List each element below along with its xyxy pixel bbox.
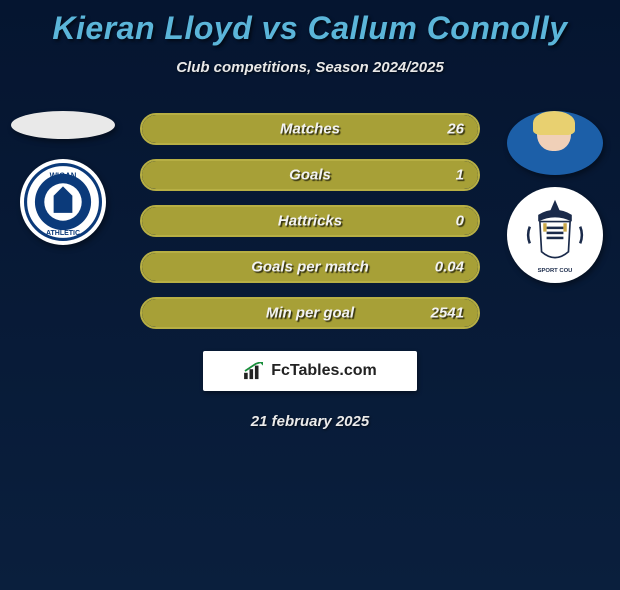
page-title: Kieran Lloyd vs Callum Connolly <box>0 10 620 47</box>
stat-bar: Goals per match 0.04 <box>140 251 480 283</box>
stat-value-right: 1 <box>456 167 464 184</box>
comparison-content: WIGAN ATHLETIC SPORT COU Matche <box>0 111 620 329</box>
stat-bar: Hattricks 0 <box>140 205 480 237</box>
player-right-avatar <box>507 111 603 175</box>
right-player-column: SPORT COU <box>500 111 610 283</box>
stat-bar: Min per goal 2541 <box>140 297 480 329</box>
wigan-badge-icon: WIGAN ATHLETIC <box>24 163 102 241</box>
stat-label: Min per goal <box>266 305 354 322</box>
player-right-club-badge: SPORT COU <box>507 187 603 283</box>
brand-badge: FcTables.com <box>203 351 417 391</box>
stat-bars: Matches 26 Goals 1 Hattricks 0 Goals per match… <box>140 111 480 329</box>
stat-label: Goals per match <box>251 259 369 276</box>
stat-value-right: 0 <box>456 213 464 230</box>
stockport-badge-icon: SPORT COU <box>513 193 597 277</box>
player-left-avatar <box>11 111 115 139</box>
subtitle: Club competitions, Season 2024/2025 <box>0 59 620 76</box>
left-player-column: WIGAN ATHLETIC <box>8 111 118 245</box>
brand-text: FcTables.com <box>271 362 377 380</box>
svg-text:ATHLETIC: ATHLETIC <box>46 230 80 237</box>
brand-chart-icon <box>243 362 265 380</box>
stat-label: Hattricks <box>278 213 342 230</box>
stat-bar: Matches 26 <box>140 113 480 145</box>
svg-text:WIGAN: WIGAN <box>50 172 77 181</box>
svg-text:SPORT COU: SPORT COU <box>538 268 573 274</box>
stat-bar: Goals 1 <box>140 159 480 191</box>
stat-label: Goals <box>289 167 331 184</box>
comparison-date: 21 february 2025 <box>0 413 620 430</box>
stat-label: Matches <box>280 121 340 138</box>
stat-value-right: 2541 <box>431 305 464 322</box>
player-left-club-badge: WIGAN ATHLETIC <box>20 159 106 245</box>
stat-value-right: 26 <box>447 121 464 138</box>
stat-value-right: 0.04 <box>435 259 464 276</box>
